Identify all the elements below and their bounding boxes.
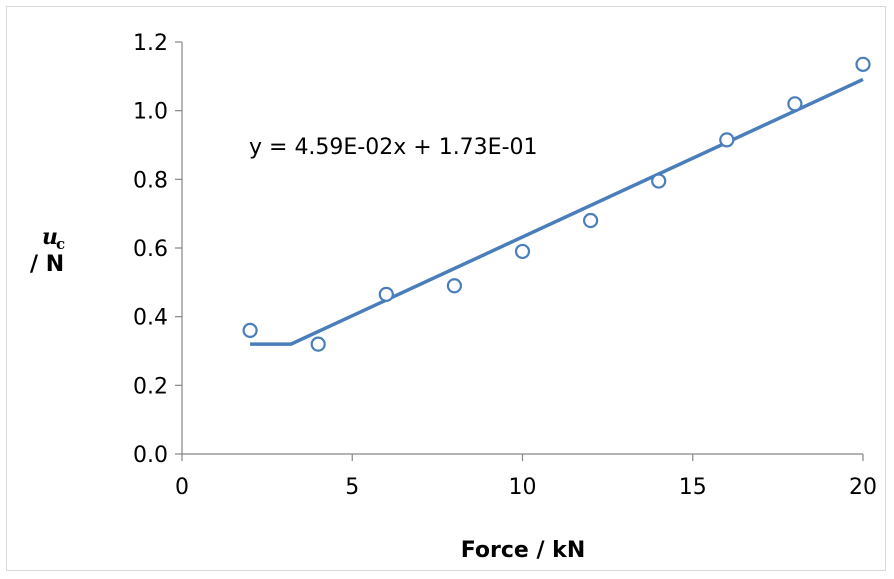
y-tick-label: 0.4 — [133, 306, 168, 331]
data-point — [514, 243, 531, 260]
x-tick-label: 20 — [849, 475, 877, 500]
y-tick-label: 0.8 — [133, 168, 168, 193]
y-axis-label: u c / N — [30, 224, 65, 277]
data-point — [582, 212, 599, 229]
fit-line — [250, 77, 864, 346]
data-point — [378, 286, 394, 302]
y-axis-ticks: 0.0 0.2 0.4 0.6 0.8 1.0 1.2 — [133, 31, 182, 468]
y-axis-label-symbol: u — [42, 224, 58, 250]
data-point — [651, 173, 667, 189]
y-axis-label-unit: / N — [30, 252, 64, 277]
y-tick-label: 1.0 — [133, 100, 168, 125]
scatter-chart: 0.0 0.2 0.4 0.6 0.8 1.0 1.2 0 5 10 15 20 y = 4.59E… — [30, 31, 877, 563]
data-point — [242, 322, 258, 338]
chart-frame: 0.0 0.2 0.4 0.6 0.8 1.0 1.2 0 5 10 15 20 y = 4.59E… — [6, 6, 886, 571]
y-axis-label-subscript: c — [56, 235, 65, 253]
x-axis-ticks: 0 5 10 15 20 — [175, 454, 877, 500]
fit-line-group — [250, 77, 864, 346]
x-axis-label: Force / kN — [461, 538, 585, 563]
y-tick-label: 1.2 — [133, 31, 168, 56]
fit-equation-label: y = 4.59E-02x + 1.73E-01 — [249, 135, 538, 160]
data-point — [719, 132, 735, 148]
data-point — [787, 96, 803, 112]
data-point — [855, 56, 871, 72]
x-tick-label: 5 — [345, 475, 359, 500]
x-tick-label: 0 — [175, 475, 189, 500]
x-tick-label: 10 — [509, 475, 537, 500]
y-tick-label: 0.6 — [133, 237, 168, 262]
x-tick-label: 15 — [679, 475, 707, 500]
data-points — [242, 56, 871, 352]
data-point — [446, 278, 462, 294]
data-point — [310, 336, 326, 352]
y-tick-label: 0.2 — [133, 374, 168, 399]
y-tick-label: 0.0 — [133, 443, 168, 468]
